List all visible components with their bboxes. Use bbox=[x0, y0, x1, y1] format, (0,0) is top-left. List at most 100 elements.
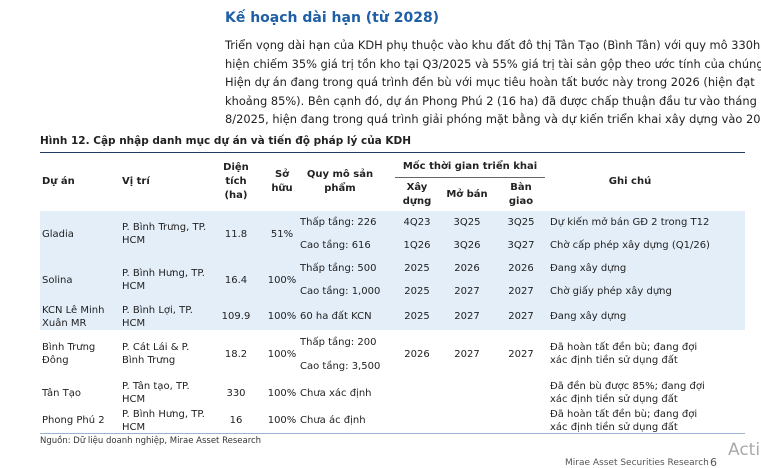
cell-text: P. Cát Lái & P. Bình Trưng bbox=[122, 342, 190, 366]
timeline-rule bbox=[395, 177, 545, 178]
cell-text: P. Bình Lợi, TP. HCM bbox=[122, 304, 193, 329]
cell-text: 109.9 bbox=[221, 311, 251, 322]
cell-project: Bình Trưng Đông bbox=[42, 330, 117, 378]
paragraph-line: 8/2025, hiện đang trong quá trình giải p… bbox=[225, 112, 761, 126]
cell-line: 2027 bbox=[454, 286, 480, 297]
cell-text: P. Bình Hưng, TP. HCM bbox=[122, 268, 205, 292]
cell-project: Gladia bbox=[42, 211, 117, 257]
cell-line: 3Q25 bbox=[507, 217, 535, 228]
cell-line: Chưa ác định bbox=[300, 415, 366, 426]
figure-title: Hình 12. Cập nhập danh mục dự án và tiến… bbox=[40, 135, 412, 147]
cell-scale: Thấp tầng: 200 Cao tầng: 3,500 bbox=[300, 330, 390, 378]
cell-sale: 2026 2027 bbox=[445, 257, 489, 303]
cell-build bbox=[395, 378, 439, 408]
cell-area: 16 bbox=[214, 408, 258, 433]
cell-line: 2025 bbox=[404, 311, 430, 322]
cell-line: Thấp tầng: 500 bbox=[300, 263, 377, 274]
cell-text: P. Bình Trưng, TP. HCM bbox=[122, 222, 207, 246]
cell-area: 16.4 bbox=[214, 257, 258, 303]
cell-line: Cao tầng: 1,000 bbox=[300, 286, 381, 297]
header-project: Dự án bbox=[42, 175, 75, 187]
cell-line: 3Q25 bbox=[453, 217, 481, 228]
cell-area: 18.2 bbox=[214, 330, 258, 378]
cell-ownership: 100% bbox=[264, 408, 300, 433]
table-bottom bbox=[40, 433, 745, 434]
paragraph-line: khoảng 85%). Bên cạnh đó, dự án Phong Ph… bbox=[225, 93, 757, 108]
paragraph-line: Triển vọng dài hạn của KDH phụ thuộc vào… bbox=[225, 38, 761, 52]
cell-sale: 2027 bbox=[445, 330, 489, 378]
cell-note: Dự kiến mở bán GĐ 2 trong T12 Chờ cấp phé… bbox=[550, 211, 710, 257]
header-build: Xây dựng bbox=[402, 182, 432, 207]
cell-handover bbox=[497, 378, 545, 408]
cell-line: 2026 bbox=[508, 263, 534, 274]
cell-location: P. Bình Hưng, TP. HCM bbox=[122, 257, 207, 303]
cell-handover: 2027 bbox=[497, 303, 545, 330]
cell-line: Thấp tầng: 200 bbox=[300, 336, 377, 348]
cell-area: 109.9 bbox=[214, 303, 258, 330]
source-note: Nguồn: Dữ liệu doanh nghiệp, Mirae Asset… bbox=[40, 436, 262, 446]
cell-line: Đang xây dựng bbox=[550, 311, 627, 322]
cell-scale: Chưa ác định bbox=[300, 408, 390, 433]
cell-line: Cao tầng: 3,500 bbox=[300, 360, 381, 372]
cell-text: Solina bbox=[42, 274, 73, 286]
cell-location: P. Bình Hưng, TP. HCM bbox=[122, 408, 207, 433]
cell-ownership: 51% bbox=[264, 211, 300, 257]
cell-line: 2027 bbox=[508, 348, 534, 360]
watermark: Acti bbox=[728, 440, 761, 460]
cell-line: 4Q23 bbox=[403, 217, 431, 228]
cell-text: 330 bbox=[226, 387, 246, 399]
cell-line: 2027 bbox=[508, 286, 534, 297]
cell-line: 60 ha đất KCN bbox=[300, 311, 372, 322]
cell-scale: 60 ha đất KCN bbox=[300, 303, 390, 330]
cell-handover: 2027 bbox=[497, 330, 545, 378]
cell-text: 11.8 bbox=[224, 228, 248, 240]
cell-scale: Thấp tầng: 500 Cao tầng: 1,000 bbox=[300, 257, 390, 303]
cell-line: 3Q27 bbox=[507, 240, 535, 251]
cell-ownership: 100% bbox=[264, 303, 300, 330]
cell-line: 2027 bbox=[508, 311, 534, 322]
cell-handover: 2026 2027 bbox=[497, 257, 545, 303]
cell-project: Phong Phú 2 bbox=[42, 408, 117, 433]
cell-note: Đã hoàn tất đền bù; đang đợi xác định ti… bbox=[550, 330, 710, 378]
cell-build: 2026 bbox=[395, 330, 439, 378]
header-sale: Mở bán bbox=[446, 189, 488, 200]
cell-area: 330 bbox=[214, 378, 258, 408]
cell-location: P. Bình Lợi, TP. HCM bbox=[122, 303, 207, 330]
cell-line: 2027 bbox=[454, 348, 480, 360]
cell-text: 51% bbox=[270, 228, 294, 240]
cell-note: Đang xây dựng Chờ giấy phép xây dựng bbox=[550, 257, 710, 303]
paragraph-line: Hiện dự án đang trong quá trình đền bù v… bbox=[225, 75, 755, 89]
cell-ownership: 100% bbox=[264, 330, 300, 378]
cell-scale: Thấp tầng: 226 Cao tầng: 616 bbox=[300, 211, 390, 257]
cell-area: 11.8 bbox=[214, 211, 258, 257]
cell-line: 2026 bbox=[454, 263, 480, 274]
cell-note: Đã hoàn tất đền bù; đang đợi xác định ti… bbox=[550, 408, 710, 433]
cell-line: Cao tầng: 616 bbox=[300, 240, 371, 251]
cell-handover: 3Q25 3Q27 bbox=[497, 211, 545, 257]
cell-line: Chưa xác định bbox=[300, 387, 372, 399]
cell-text: Tân Tạo bbox=[42, 387, 81, 399]
cell-sale bbox=[445, 408, 489, 433]
cell-location: P. Tân tạo, TP. HCM bbox=[122, 378, 207, 408]
cell-handover bbox=[497, 408, 545, 433]
cell-line: 2025 bbox=[404, 286, 430, 297]
cell-build: 4Q23 1Q26 bbox=[395, 211, 439, 257]
cell-text: P. Tân tạo, TP. HCM bbox=[122, 381, 190, 405]
cell-line: Dự kiến mở bán GĐ 2 trong T12 bbox=[550, 217, 710, 228]
cell-line: Thấp tầng: 226 bbox=[300, 217, 377, 228]
cell-text: 16 bbox=[229, 415, 243, 426]
header-ownership: Sở hữu bbox=[271, 168, 293, 194]
cell-project: Solina bbox=[42, 257, 117, 303]
paragraph: Triển vọng dài hạn của KDH phụ thuộc vào… bbox=[225, 36, 761, 129]
cell-ownership: 100% bbox=[264, 257, 300, 303]
cell-text: Gladia bbox=[42, 228, 74, 240]
cell-build: 2025 2025 bbox=[395, 257, 439, 303]
cell-text: 100% bbox=[267, 348, 297, 360]
header-scale: Quy mô sản phẩm bbox=[306, 168, 374, 194]
header-handover: Bàn giao bbox=[508, 182, 534, 207]
cell-sale: 2027 bbox=[445, 303, 489, 330]
cell-line: Đã hoàn tất đền bù; đang đợi xác định ti… bbox=[550, 409, 698, 433]
cell-text: P. Bình Hưng, TP. HCM bbox=[122, 409, 205, 433]
header-note: Ghi chú bbox=[608, 175, 652, 187]
